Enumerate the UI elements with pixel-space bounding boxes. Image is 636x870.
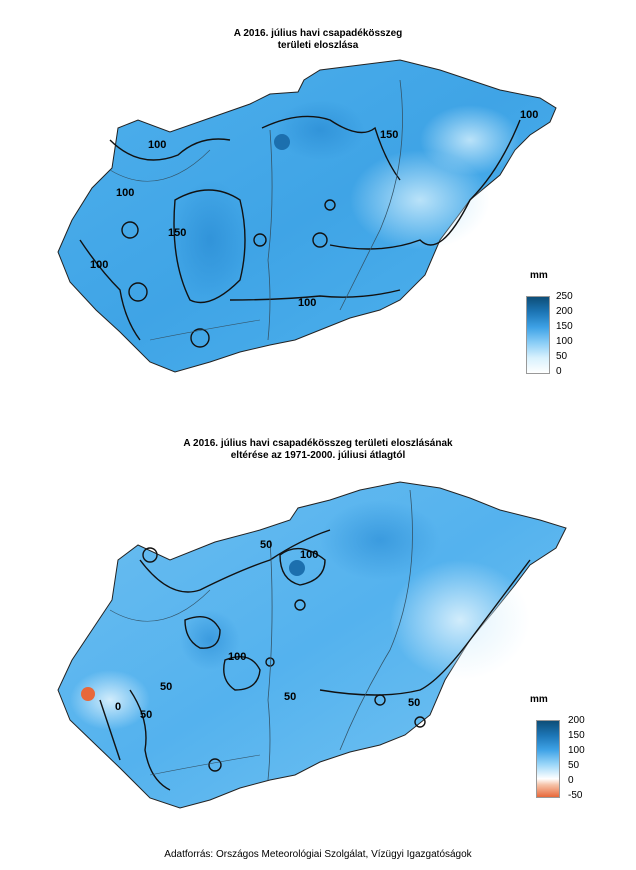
map2-negative-spot	[81, 687, 95, 701]
map2-legend-tick: 100	[568, 745, 585, 756]
map1-legend-colorbar	[526, 296, 550, 374]
map1-max-spot	[274, 134, 290, 150]
map2-contour-label: 100	[300, 549, 318, 561]
map2-contour-label: 50	[284, 691, 296, 703]
map2-deviation-map: 50 100 100 50 0 50 50 50	[57, 481, 567, 809]
map1-title-line2: területi eloszlása	[277, 40, 359, 51]
map1-contour-label: 100	[520, 109, 538, 121]
map1-contour-label: 150	[168, 227, 186, 239]
map1-legend-tick: 50	[556, 351, 568, 362]
map2-contour-label: 0	[115, 701, 121, 713]
map1-legend-unit: mm	[530, 270, 548, 281]
map2-legend-unit: mm	[530, 694, 548, 705]
map1-legend-tick: 200	[556, 306, 573, 317]
map1-contour-label: 100	[90, 259, 108, 271]
map2-contour-label: 50	[140, 709, 152, 721]
map2-legend-tick: -50	[568, 790, 583, 801]
map2-legend-colorbar	[536, 720, 560, 798]
map2-title-line2: eltérése az 1971-2000. júliusi átlagtól	[230, 450, 406, 461]
map2-title-line1: A 2016. július havi csapadékösszeg terül…	[183, 438, 453, 449]
map1-contour-label: 150	[380, 129, 398, 141]
map2-contour-label: 50	[260, 539, 272, 551]
map1-title-line1: A 2016. július havi csapadékösszeg	[233, 28, 403, 39]
map2-contour-label: 50	[160, 681, 172, 693]
map2-max-spot	[289, 560, 305, 576]
map1-contour-label: 100	[116, 187, 134, 199]
map1-precipitation-map: 100 100 150 100 150 100 100	[57, 59, 557, 373]
map1-legend-tick: 150	[556, 321, 573, 332]
map2-contour-label: 50	[408, 697, 420, 709]
map1-contour-label: 100	[298, 297, 316, 309]
map1-legend-tick: 100	[556, 336, 573, 347]
data-source-note: Adatforrás: Országos Meteorológiai Szolg…	[164, 849, 472, 860]
map1-legend-tick: 0	[556, 366, 562, 377]
map2-legend-tick: 150	[568, 730, 585, 741]
map1-legend-tick: 250	[556, 291, 573, 302]
map2-contour-label: 100	[228, 651, 246, 663]
map2-legend-tick: 200	[568, 715, 585, 726]
map2-legend-tick: 50	[568, 760, 580, 771]
map1-contour-label: 100	[148, 139, 166, 151]
map2-legend-tick: 0	[568, 775, 574, 786]
